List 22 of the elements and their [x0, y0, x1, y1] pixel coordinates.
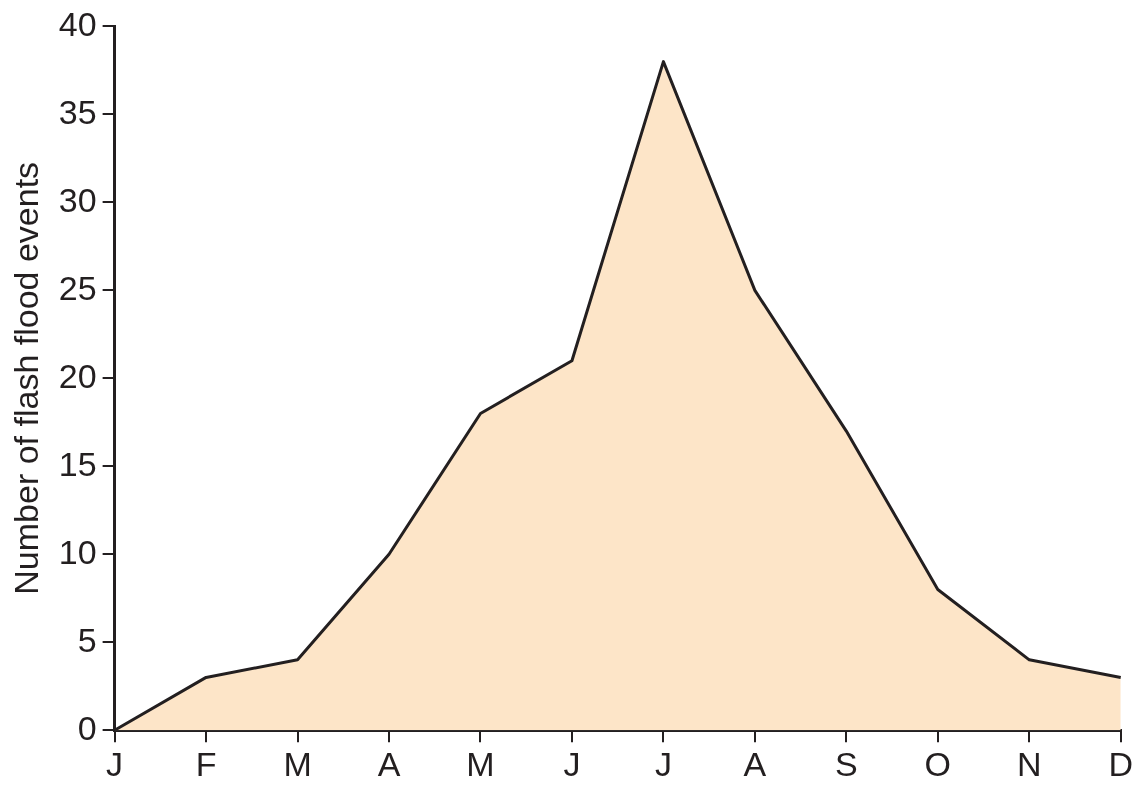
- x-tick-label: J: [654, 744, 672, 783]
- y-tick-label: 30: [58, 180, 97, 219]
- y-tick-label: 5: [77, 620, 97, 659]
- y-tick-label: 15: [58, 444, 97, 483]
- y-tick-label: 0: [77, 708, 97, 747]
- y-tick-label: 25: [58, 268, 97, 307]
- y-axis-title: Number of flash flood events: [6, 161, 45, 595]
- y-tick-label: 20: [58, 356, 97, 395]
- y-tick-label: 40: [58, 4, 97, 43]
- x-tick-label: F: [195, 744, 217, 783]
- x-tick-label: J: [106, 744, 124, 783]
- x-tick-label: A: [377, 744, 401, 783]
- x-tick-label: S: [834, 744, 858, 783]
- x-tick-label: M: [466, 744, 495, 783]
- x-tick-label: N: [1016, 744, 1042, 783]
- x-tick-label: J: [563, 744, 581, 783]
- y-tick-label: 35: [58, 92, 97, 131]
- x-tick-label: A: [743, 744, 767, 783]
- y-tick-label: 10: [58, 532, 97, 571]
- x-tick-label: M: [283, 744, 312, 783]
- x-tick-label: D: [1108, 744, 1133, 783]
- x-tick-label: O: [924, 744, 952, 783]
